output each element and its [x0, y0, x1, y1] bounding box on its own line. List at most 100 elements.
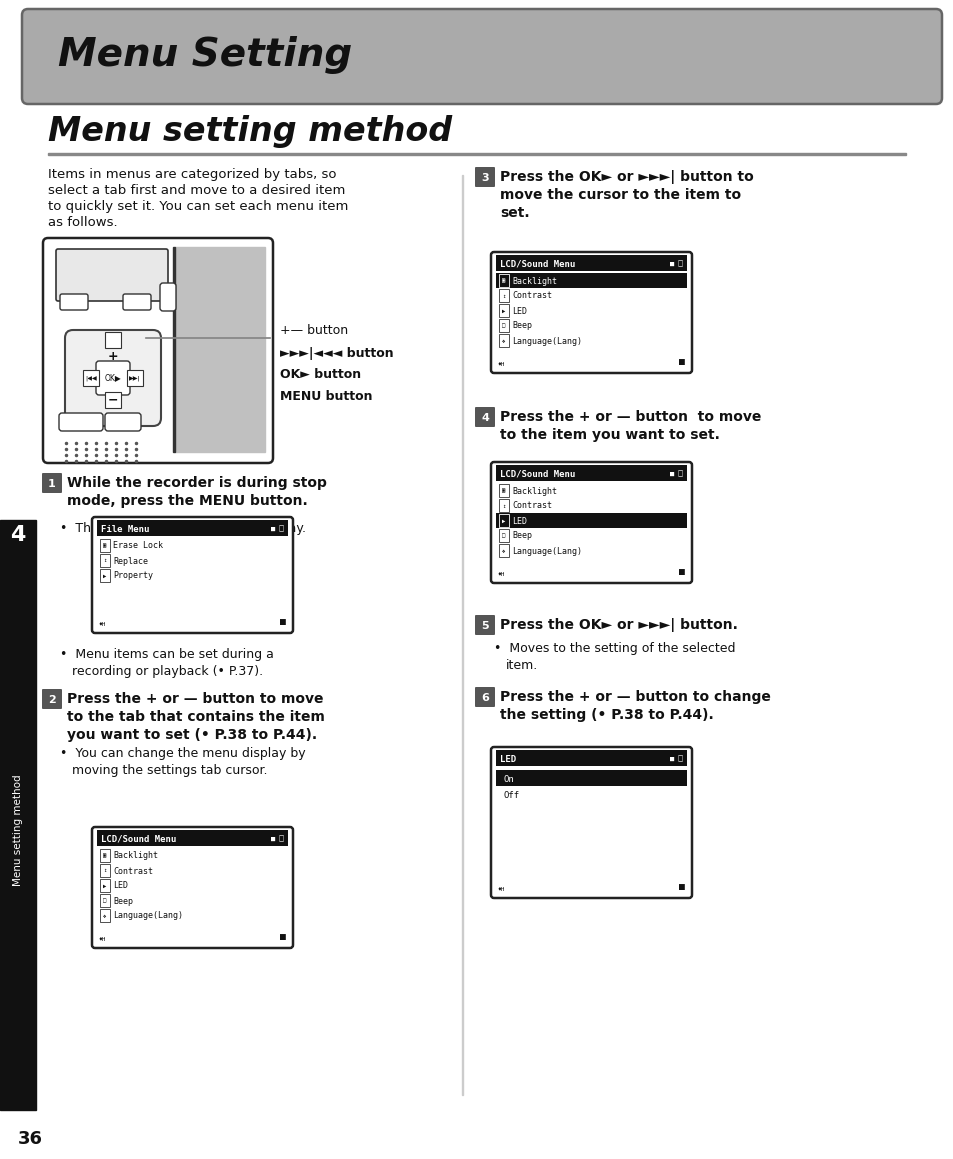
Text: 36: 36 — [17, 1130, 43, 1149]
Bar — [174, 247, 265, 452]
Text: 4: 4 — [480, 413, 489, 423]
Text: □: □ — [502, 533, 505, 539]
Text: ▣: ▣ — [502, 278, 505, 284]
Text: Erase Lock: Erase Lock — [112, 541, 163, 551]
Text: File Menu: File Menu — [101, 525, 150, 533]
Text: Language(Lang): Language(Lang) — [512, 547, 581, 555]
Text: Menu setting method: Menu setting method — [48, 115, 452, 148]
Text: •  You can change the menu display by: • You can change the menu display by — [60, 748, 305, 760]
Bar — [172, 247, 174, 452]
FancyBboxPatch shape — [491, 748, 691, 898]
Text: ■: ■ — [679, 882, 684, 892]
Text: +— button: +— button — [280, 325, 348, 337]
FancyBboxPatch shape — [42, 688, 62, 709]
Text: 4: 4 — [10, 525, 26, 545]
Text: ♦H: ♦H — [497, 362, 505, 367]
Text: ↕: ↕ — [103, 559, 107, 563]
Text: OK▶: OK▶ — [105, 373, 121, 382]
Text: Beep: Beep — [112, 897, 132, 905]
Text: ►►►|◄◄◄ button: ►►►|◄◄◄ button — [280, 347, 394, 359]
Bar — [100, 909, 110, 923]
Text: □: □ — [502, 323, 505, 328]
Text: ■ ⎕: ■ ⎕ — [670, 471, 682, 478]
FancyBboxPatch shape — [160, 283, 175, 311]
Text: Off: Off — [503, 792, 519, 801]
Text: 2: 2 — [48, 695, 56, 705]
Bar — [496, 770, 686, 786]
Text: •  Moves to the setting of the selected: • Moves to the setting of the selected — [494, 642, 735, 655]
Text: ♦H: ♦H — [99, 936, 107, 942]
Text: ↕: ↕ — [502, 503, 505, 509]
Text: ❖: ❖ — [103, 913, 107, 918]
Text: to quickly set it. You can set each menu item: to quickly set it. You can set each menu… — [48, 201, 348, 213]
Text: |◀◀: |◀◀ — [85, 376, 96, 381]
Bar — [498, 500, 509, 512]
FancyBboxPatch shape — [475, 687, 495, 707]
Bar — [83, 370, 99, 386]
Bar — [100, 539, 110, 552]
Text: select a tab first and move to a desired item: select a tab first and move to a desired… — [48, 184, 345, 197]
Text: ■: ■ — [679, 357, 684, 367]
Text: ■ ⎕: ■ ⎕ — [670, 756, 682, 763]
Text: item.: item. — [505, 659, 537, 672]
Text: as follows.: as follows. — [48, 216, 117, 229]
Text: OK► button: OK► button — [280, 369, 361, 381]
Text: LCD/Sound Menu: LCD/Sound Menu — [499, 260, 575, 269]
Text: Replace: Replace — [112, 556, 148, 566]
Text: Backlight: Backlight — [512, 277, 557, 285]
Text: ▶▶|: ▶▶| — [129, 376, 141, 381]
Text: LCD/Sound Menu: LCD/Sound Menu — [101, 834, 176, 844]
Text: ■: ■ — [280, 617, 286, 627]
Bar — [100, 879, 110, 892]
Bar — [498, 289, 509, 302]
Text: Press the OK► or ►►►| button to
move the cursor to the item to
set.: Press the OK► or ►►►| button to move the… — [499, 170, 753, 220]
Text: ❖: ❖ — [502, 338, 505, 343]
Text: ▶: ▶ — [502, 518, 505, 524]
Text: ▣: ▣ — [103, 853, 107, 859]
FancyBboxPatch shape — [59, 413, 103, 431]
FancyBboxPatch shape — [22, 9, 941, 104]
FancyBboxPatch shape — [42, 473, 62, 493]
Text: LED: LED — [499, 755, 516, 764]
Bar — [100, 569, 110, 582]
FancyBboxPatch shape — [91, 517, 293, 633]
Bar — [498, 484, 509, 497]
FancyBboxPatch shape — [491, 462, 691, 583]
Bar — [100, 554, 110, 567]
Bar — [97, 520, 288, 535]
Text: While the recorder is during stop
mode, press the MENU button.: While the recorder is during stop mode, … — [67, 476, 327, 508]
FancyBboxPatch shape — [65, 330, 161, 427]
Text: +: + — [108, 350, 118, 363]
Bar — [97, 830, 288, 846]
Text: Language(Lang): Language(Lang) — [512, 336, 581, 345]
Text: ▶: ▶ — [103, 574, 107, 578]
Bar — [498, 334, 509, 347]
Bar — [105, 392, 121, 408]
Text: Menu Setting: Menu Setting — [58, 36, 352, 74]
Text: LCD/Sound Menu: LCD/Sound Menu — [499, 469, 575, 479]
Bar — [100, 894, 110, 907]
Text: ▣: ▣ — [103, 544, 107, 548]
Bar — [498, 274, 509, 287]
Text: LED: LED — [512, 517, 526, 525]
FancyBboxPatch shape — [56, 249, 168, 301]
FancyBboxPatch shape — [475, 615, 495, 635]
Text: On: On — [503, 774, 515, 783]
Bar — [48, 153, 905, 155]
Text: 6: 6 — [480, 693, 489, 704]
FancyBboxPatch shape — [43, 238, 273, 462]
Text: recording or playback (• P.37).: recording or playback (• P.37). — [71, 665, 263, 678]
Bar — [498, 529, 509, 542]
Text: 3: 3 — [480, 173, 488, 183]
Text: ♦H: ♦H — [497, 573, 505, 577]
Text: ♦H: ♦H — [99, 622, 107, 627]
Text: ▶: ▶ — [502, 308, 505, 313]
Text: Beep: Beep — [512, 321, 532, 330]
Text: LED: LED — [112, 882, 128, 890]
Text: ▶: ▶ — [103, 883, 107, 889]
Text: ▣: ▣ — [502, 488, 505, 494]
Text: ■ ⎕: ■ ⎕ — [271, 526, 284, 532]
FancyBboxPatch shape — [475, 407, 495, 427]
Bar — [498, 513, 509, 527]
Text: Press the + or — button to move
to the tab that contains the item
you want to se: Press the + or — button to move to the t… — [67, 692, 325, 742]
